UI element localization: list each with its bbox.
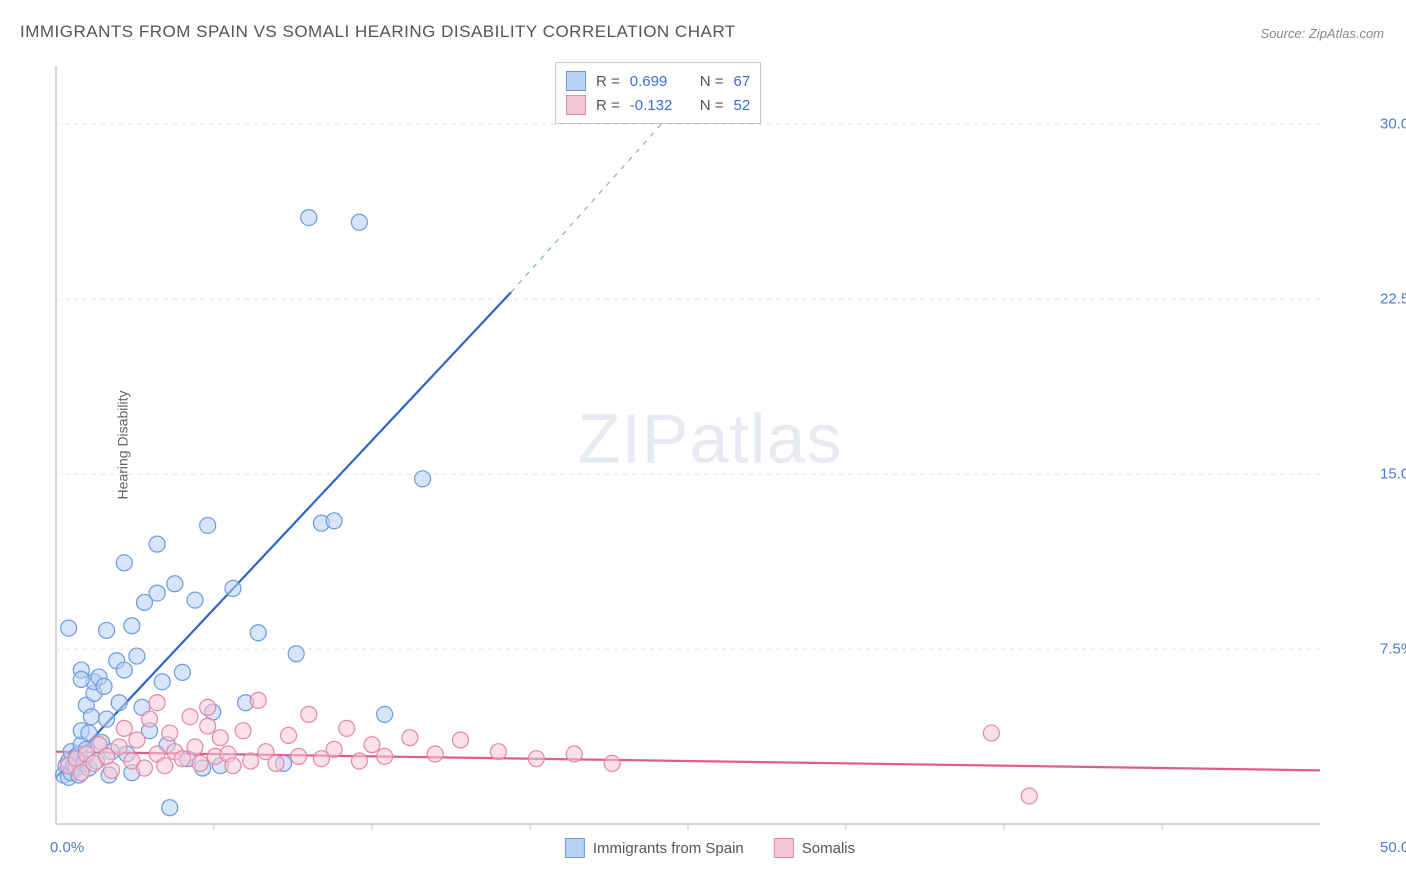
correlation-legend-row: R = -0.132 N = 52 xyxy=(566,93,750,117)
legend-swatch-icon xyxy=(774,838,794,858)
y-tick-label: 30.0% xyxy=(1380,116,1406,133)
legend-n-label: N = xyxy=(700,73,724,90)
legend-n-value: 67 xyxy=(734,73,751,90)
correlation-legend: R = 0.699 N = 67 R = -0.132 N = 52 xyxy=(555,62,761,124)
legend-r-label: R = xyxy=(596,97,620,114)
scatter-chart-svg xyxy=(50,60,1370,830)
legend-n-value: 52 xyxy=(734,97,751,114)
series-legend-item: Somalis xyxy=(774,838,855,858)
legend-swatch-icon xyxy=(566,95,586,115)
series-legend-label: Somalis xyxy=(802,840,855,857)
legend-swatch-icon xyxy=(566,71,586,91)
source-attribution: Source: ZipAtlas.com xyxy=(1260,26,1384,41)
chart-title: IMMIGRANTS FROM SPAIN VS SOMALI HEARING … xyxy=(20,22,736,42)
x-tick-0: 0.0% xyxy=(50,839,84,856)
y-tick-label: 22.5% xyxy=(1380,291,1406,308)
legend-swatch-icon xyxy=(565,838,585,858)
series-legend-label: Immigrants from Spain xyxy=(593,840,744,857)
chart-area: Hearing Disability ZIPatlas 7.5%15.0%22.… xyxy=(50,60,1370,830)
y-tick-label: 15.0% xyxy=(1380,466,1406,483)
legend-n-label: N = xyxy=(700,97,724,114)
series-legend: Immigrants from Spain Somalis xyxy=(565,838,855,858)
series-legend-item: Immigrants from Spain xyxy=(565,838,744,858)
y-tick-label: 7.5% xyxy=(1380,641,1406,658)
x-tick-end: 50.0% xyxy=(1380,839,1406,856)
correlation-legend-row: R = 0.699 N = 67 xyxy=(566,69,750,93)
legend-r-value: -0.132 xyxy=(630,97,690,114)
legend-r-label: R = xyxy=(596,73,620,90)
legend-r-value: 0.699 xyxy=(630,73,690,90)
